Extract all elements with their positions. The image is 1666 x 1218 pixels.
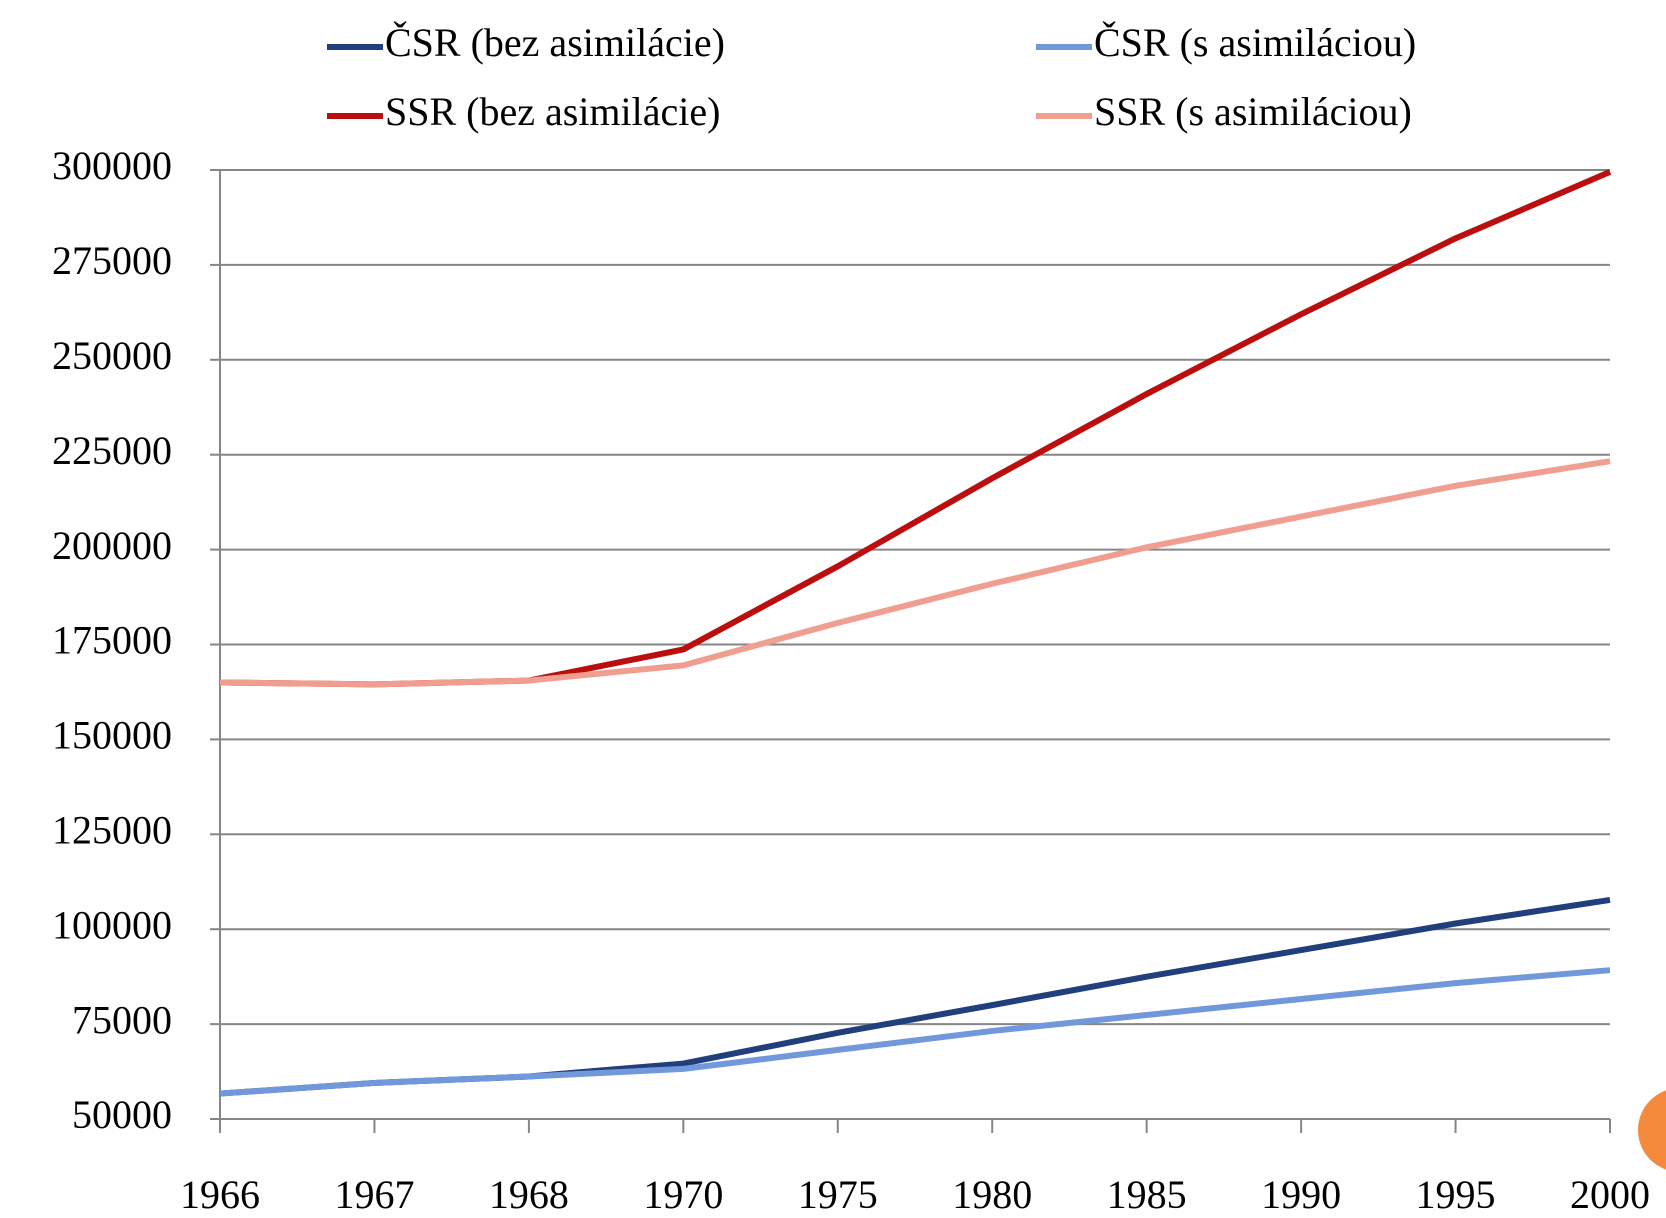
legend-label: ČSR (s asimiláciou) (1094, 20, 1416, 65)
y-tick-label: 150000 (52, 713, 172, 758)
y-tick-label: 225000 (52, 428, 172, 473)
x-tick-label: 1995 (1416, 1172, 1496, 1217)
y-tick-label: 250000 (52, 333, 172, 378)
legend-label: ČSR (bez asimilácie) (385, 20, 725, 65)
y-tick-label: 100000 (52, 902, 172, 947)
legend-label: SSR (s asimiláciou) (1094, 89, 1412, 134)
series-line (219, 169, 1612, 688)
y-tick-label: 300000 (52, 143, 172, 188)
x-tick-label: 1975 (798, 1172, 878, 1217)
x-tick-label: 1985 (1107, 1172, 1187, 1217)
legend-label: SSR (bez asimilácie) (385, 89, 720, 134)
y-tick-label: 50000 (72, 1092, 172, 1137)
y-tick-label: 275000 (52, 238, 172, 283)
x-tick-label: 1970 (643, 1172, 723, 1217)
y-tick-label: 200000 (52, 523, 172, 568)
x-tick-label: 1966 (180, 1172, 260, 1217)
x-tick-label: 1967 (334, 1172, 414, 1217)
x-tick-label: 1968 (489, 1172, 569, 1217)
decor-circle (1638, 1090, 1666, 1170)
x-tick-label: 1990 (1261, 1172, 1341, 1217)
series-line (219, 967, 1611, 1097)
x-tick-label: 1980 (952, 1172, 1032, 1217)
series-line (219, 458, 1611, 688)
y-tick-label: 125000 (52, 807, 172, 852)
y-tick-label: 175000 (52, 618, 172, 663)
y-tick-label: 75000 (72, 997, 172, 1042)
x-tick-label: 2000 (1570, 1172, 1650, 1217)
